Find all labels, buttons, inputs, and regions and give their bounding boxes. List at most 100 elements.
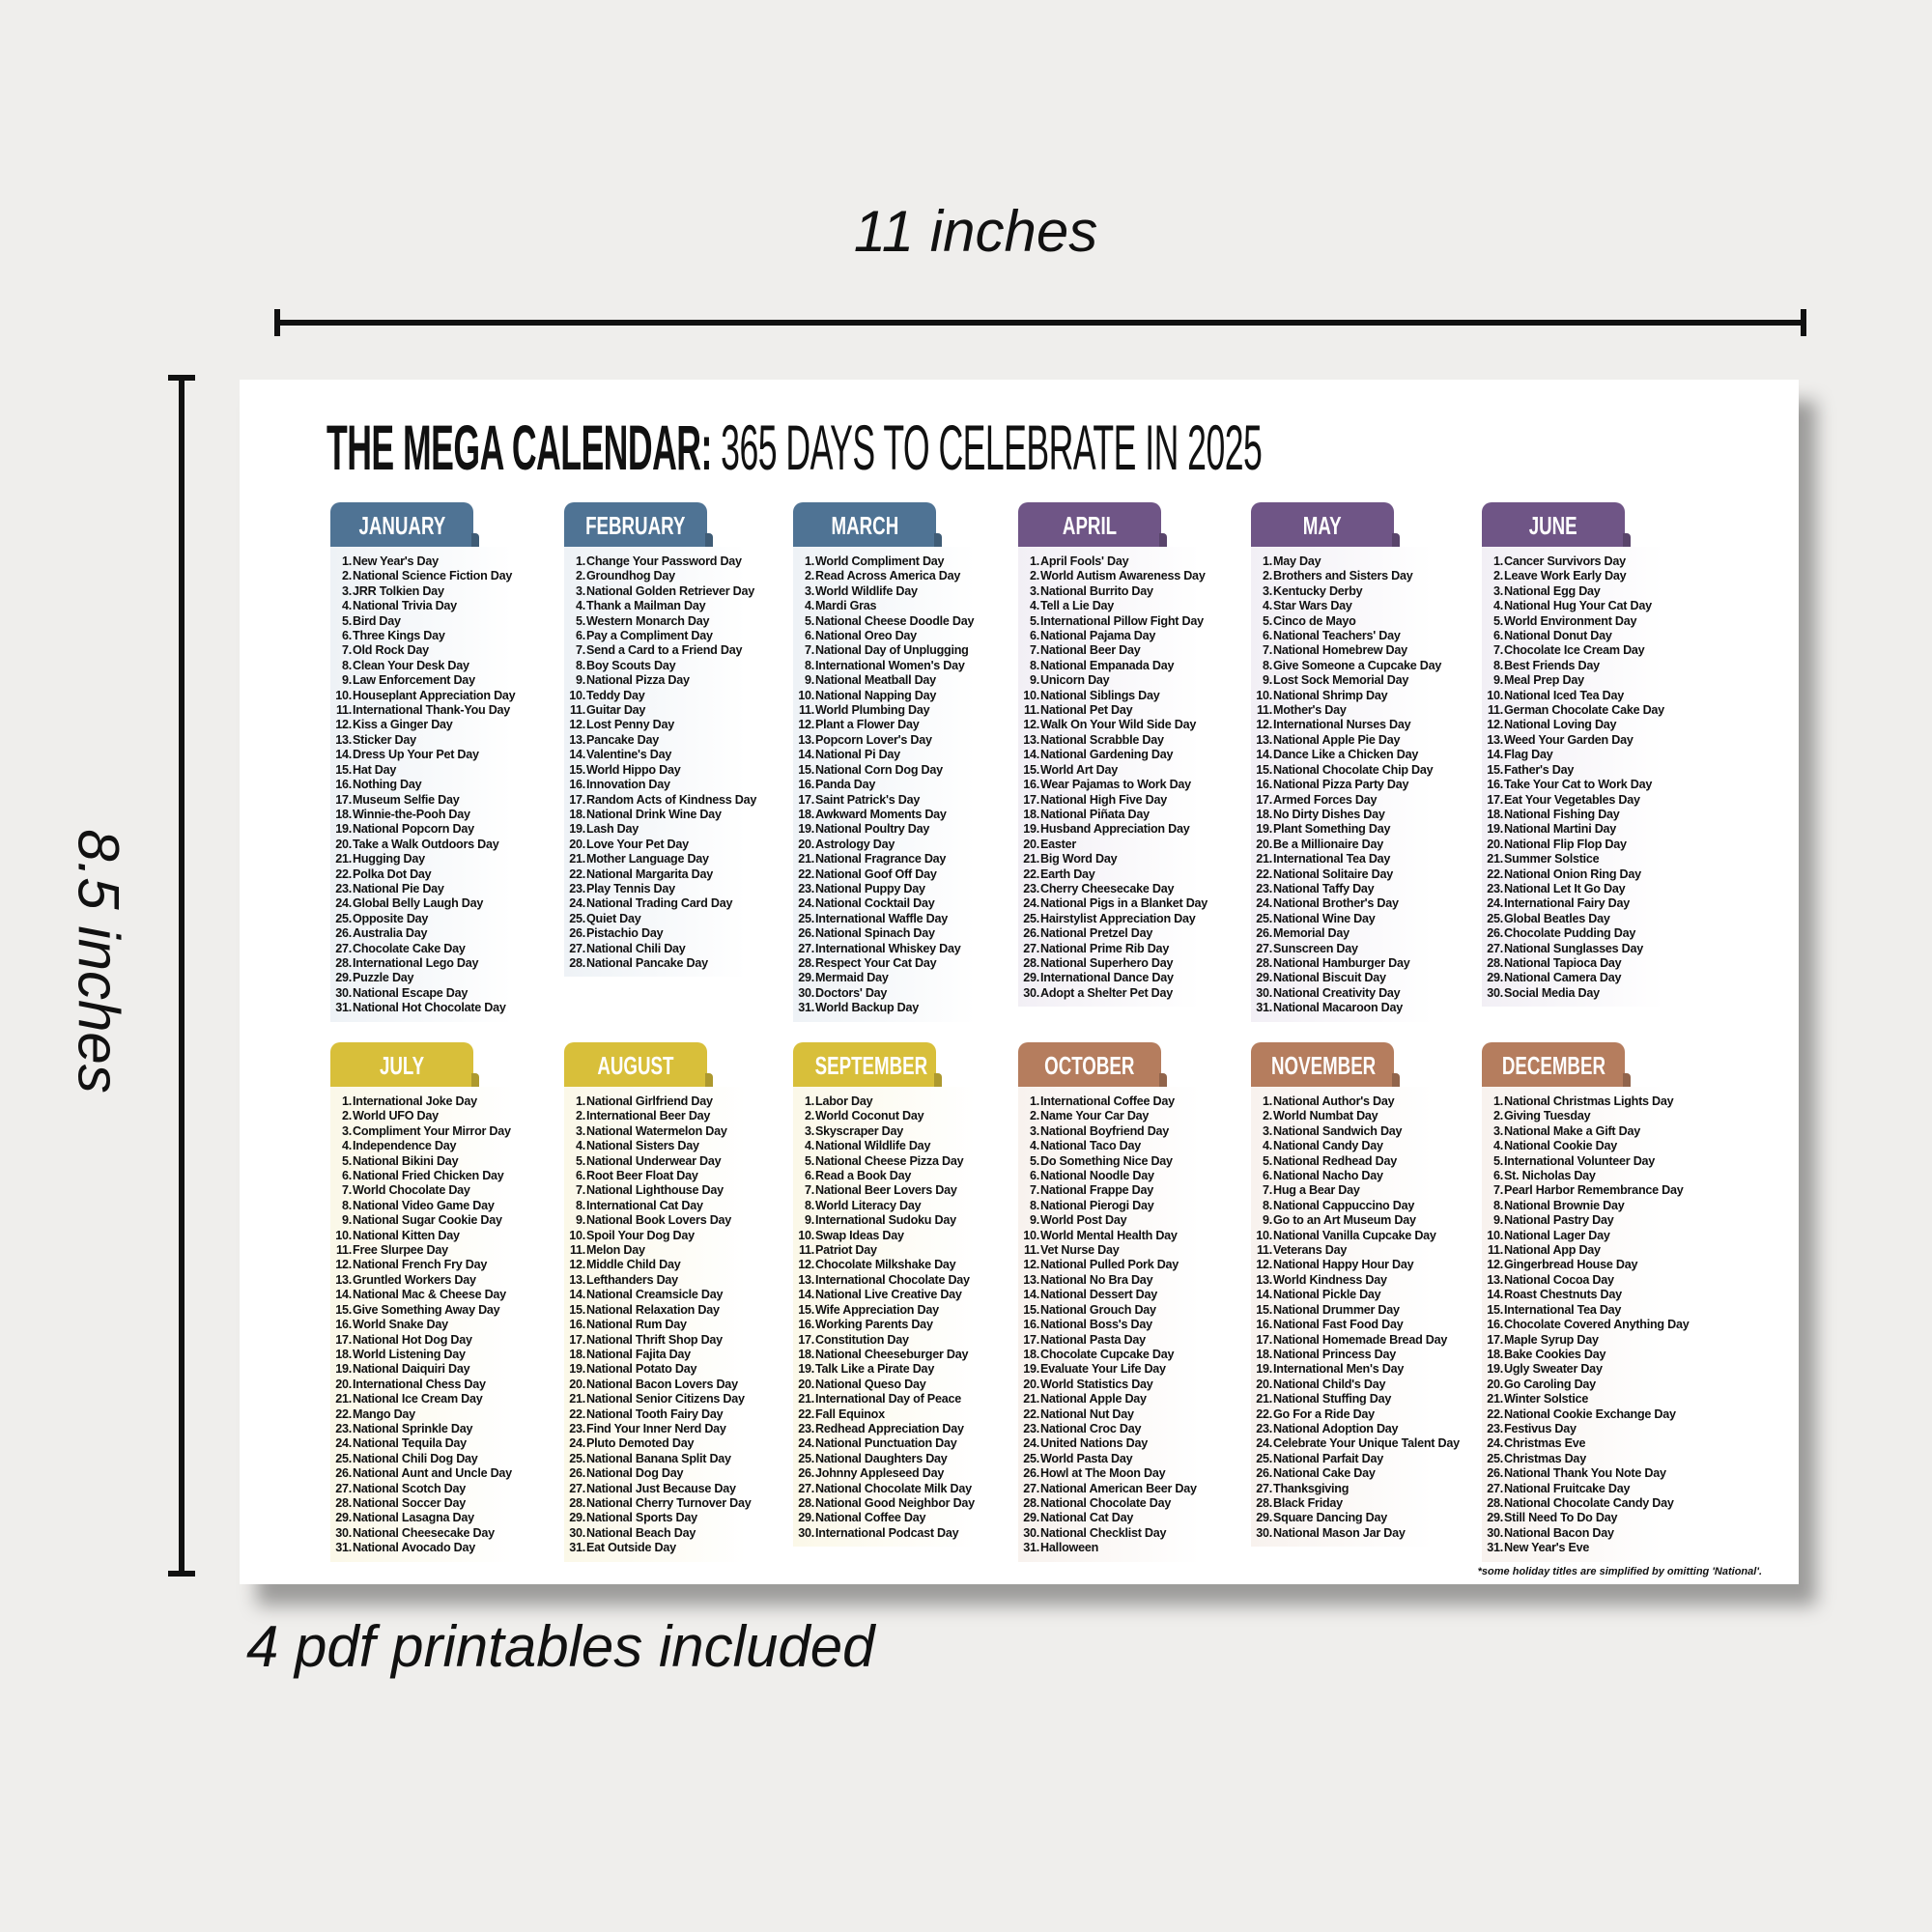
holiday-name: Play Tennis Day — [586, 881, 675, 895]
day-item: 2.Leave Work Early Day — [1482, 569, 1696, 583]
day-item: 29.National Lasagna Day — [330, 1511, 545, 1525]
day-item: 14.National Gardening Day — [1018, 748, 1233, 762]
day-number: 16. — [798, 778, 814, 792]
holiday-name: National Golden Retriever Day — [586, 583, 755, 598]
day-number: 3. — [575, 583, 585, 598]
day-number: 3. — [1492, 583, 1503, 598]
day-number: 6. — [1262, 1169, 1272, 1183]
day-item: 5.Cinco de Mayo — [1251, 614, 1465, 629]
holiday-name: International Thank-You Day — [353, 703, 511, 718]
holiday-name: Teddy Day — [586, 688, 645, 702]
day-number: 11. — [1256, 1243, 1272, 1258]
month-march: MARCH 1.World Compliment Day 2.Read Across… — [793, 502, 1017, 1022]
holiday-name: Social Media Day — [1504, 985, 1600, 1000]
day-number: 16. — [1487, 1318, 1503, 1332]
day-item: 9.National Book Lovers Day — [564, 1213, 779, 1228]
day-item: 9.World Post Day — [1018, 1213, 1233, 1228]
holiday-name: National Pierogi Day — [1040, 1198, 1154, 1212]
holiday-name: National Cheesecake Day — [353, 1525, 495, 1540]
day-item: 27.Thanksgiving — [1251, 1482, 1465, 1496]
holiday-name: Walk On Your Wild Side Day — [1040, 718, 1197, 732]
holiday-name: International Joke Day — [353, 1094, 477, 1108]
day-item: 10.National Lager Day — [1482, 1229, 1696, 1243]
day-item: 12.National French Fry Day — [330, 1258, 545, 1272]
day-item: 11.Veterans Day — [1251, 1243, 1465, 1258]
holiday-name: National French Fry Day — [353, 1258, 488, 1272]
day-list: 1.New Year's Day 2.National Science Ficti… — [330, 547, 545, 1022]
holiday-name: National Cheese Doodle Day — [815, 613, 975, 628]
holiday-name: New Year's Day — [353, 554, 439, 568]
height-dimension-line — [179, 377, 185, 1575]
day-number: 6. — [575, 629, 585, 643]
day-item: 6.National Nacho Day — [1251, 1169, 1465, 1183]
day-item: 28.National Cherry Turnover Day — [564, 1496, 779, 1511]
holiday-name: National Poultry Day — [815, 822, 930, 837]
day-number: 25. — [335, 911, 352, 925]
day-number: 18. — [1487, 1347, 1503, 1361]
day-item: 3.Compliment Your Mirror Day — [330, 1124, 545, 1139]
day-item: 26.Memorial Day — [1251, 926, 1465, 941]
month-july: JULY 1.International Joke Day 2.World UFO … — [330, 1042, 554, 1562]
day-item: 4.Tell a Lie Day — [1018, 599, 1233, 613]
day-number: 4. — [1262, 599, 1272, 613]
holiday-name: JRR Tolkien Day — [353, 583, 444, 598]
day-number: 2. — [1262, 569, 1272, 583]
holiday-name: National Good Neighbor Day — [815, 1495, 975, 1510]
holiday-name: Western Monarch Day — [586, 613, 710, 628]
day-number: 27. — [1256, 941, 1272, 955]
day-number: 21. — [1487, 1392, 1503, 1406]
holiday-name: Random Acts of Kindness Day — [586, 792, 757, 807]
day-number: 19. — [1256, 1362, 1272, 1377]
day-number: 17. — [1023, 792, 1039, 807]
day-item: 10.Swap Ideas Day — [793, 1229, 1008, 1243]
holiday-name: National Fast Food Day — [1273, 1318, 1404, 1332]
holiday-name: Nothing Day — [353, 778, 422, 792]
day-item: 25.Quiet Day — [564, 912, 779, 926]
day-item: 22.Earth Day — [1018, 867, 1233, 882]
holiday-name: Polka Dot Day — [353, 867, 432, 881]
day-item: 11.National Pet Day — [1018, 703, 1233, 718]
day-item: 8.Give Someone a Cupcake Day — [1251, 659, 1465, 673]
day-number: 4. — [341, 1139, 352, 1153]
day-number: 9. — [341, 673, 352, 688]
holiday-name: National Kitten Day — [353, 1228, 460, 1242]
holiday-name: Halloween — [1040, 1541, 1099, 1555]
day-number: 22. — [569, 1406, 585, 1421]
day-number: 23. — [569, 881, 585, 895]
day-item: 27.National Scotch Day — [330, 1482, 545, 1496]
day-item: 4.National Wildlife Day — [793, 1139, 1008, 1153]
day-number: 1. — [1492, 1094, 1503, 1108]
holiday-name: Astrology Day — [815, 837, 895, 851]
day-number: 5. — [1029, 1153, 1039, 1168]
holiday-name: National Solitaire Day — [1273, 867, 1393, 881]
day-item: 12.Kiss a Ginger Day — [330, 718, 545, 732]
day-number: 20. — [335, 1377, 352, 1391]
day-item: 9.International Sudoku Day — [793, 1213, 1008, 1228]
holiday-name: National Corn Dog Day — [815, 762, 943, 777]
day-number: 12. — [335, 718, 352, 732]
day-number: 7. — [1262, 1183, 1272, 1198]
day-item: 22.Go For a Ride Day — [1251, 1407, 1465, 1422]
day-number: 21. — [798, 1392, 814, 1406]
day-number: 25. — [1023, 1451, 1039, 1465]
holiday-name: Cherry Cheesecake Day — [1040, 881, 1175, 895]
day-item: 1.April Fools' Day — [1018, 554, 1233, 569]
day-number: 8. — [1262, 1198, 1272, 1212]
day-item: 14.Dance Like a Chicken Day — [1251, 748, 1465, 762]
holiday-name: National Pi Day — [815, 748, 900, 762]
day-number: 12. — [798, 1258, 814, 1272]
holiday-name: National Hot Chocolate Day — [353, 1001, 506, 1015]
day-number: 9. — [575, 673, 585, 688]
holiday-name: National Fruitcake Day — [1504, 1481, 1631, 1495]
month-tab: MARCH — [793, 502, 936, 547]
holiday-name: National Spinach Day — [815, 926, 935, 941]
day-item: 13.International Chocolate Day — [793, 1273, 1008, 1288]
holiday-name: National Child's Day — [1273, 1377, 1386, 1391]
day-item: 3.World Wildlife Day — [793, 584, 1008, 599]
holiday-name: Go Caroling Day — [1504, 1377, 1596, 1391]
day-item: 28.National Pancake Day — [564, 956, 779, 971]
holiday-name: Sunscreen Day — [1273, 941, 1358, 955]
day-item: 10.World Mental Health Day — [1018, 1229, 1233, 1243]
holiday-name: National Egg Day — [1504, 583, 1601, 598]
day-number: 28. — [569, 1495, 585, 1510]
